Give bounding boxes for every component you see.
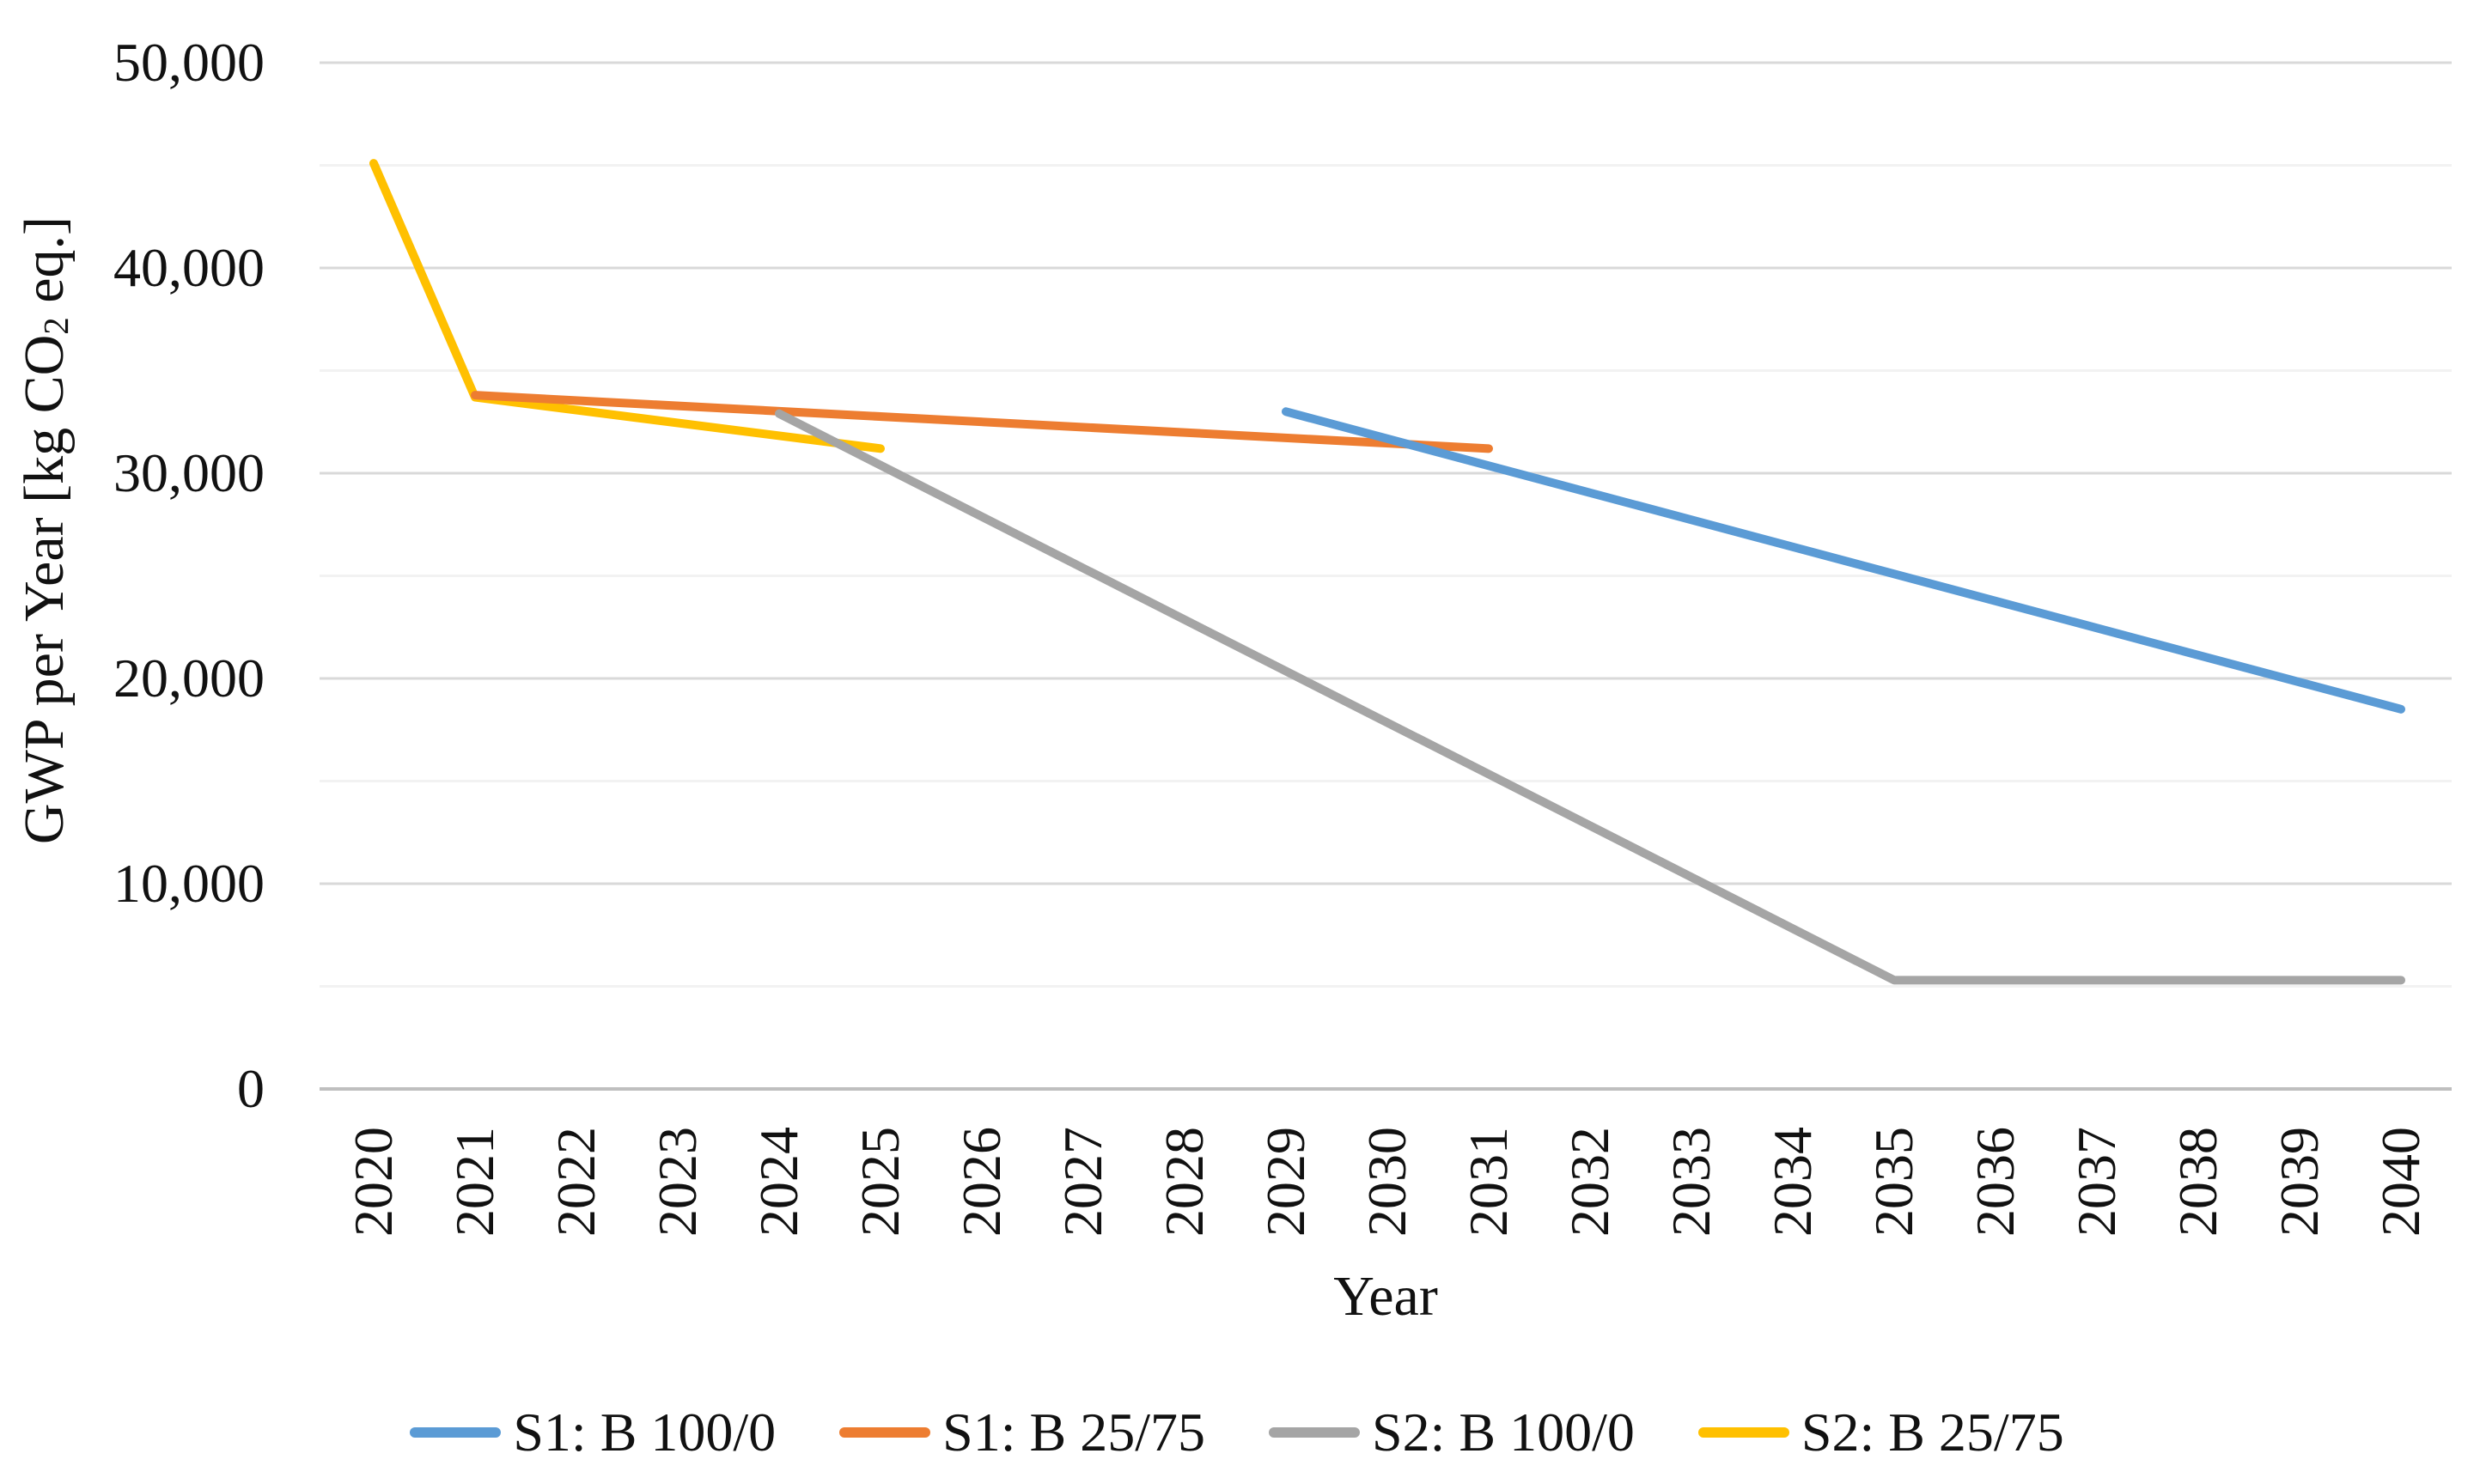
y-axis-title: GWP per Year [kg CO2 eq.] [9,216,93,844]
x-tick-label-2037: 2037 [2066,1127,2127,1237]
legend: S1: B 100/0 S1: B 25/75 S2: B 100/0 S2: B 2… [0,1398,2474,1467]
y-tick-label-0: 0 [237,1058,265,1119]
series-line-s1-b-25-75 [471,391,1493,453]
y-axis-title-subscript: 2 [37,317,76,335]
y-axis-title-text: GWP per Year [kg CO [13,334,76,845]
x-tick-label-2020: 2020 [343,1127,404,1237]
y-tick-label-50000: 50,000 [113,32,265,93]
series-line-s1-b-100-0 [1282,407,2405,714]
x-tick-label-2034: 2034 [1762,1127,1823,1237]
x-tick-label-2029: 2029 [1255,1127,1316,1237]
x-tick-label-2038: 2038 [2167,1127,2228,1237]
y-axis-title-unit: eq.] [13,216,76,318]
x-tick-label-2035: 2035 [1863,1127,1924,1237]
x-tick-label-2027: 2027 [1052,1127,1113,1237]
legend-label-s2-b-100-0: S2: B 100/0 [1372,1402,1635,1463]
legend-swatch-s1-b-25-75 [839,1427,931,1438]
x-tick-label-2031: 2031 [1458,1127,1519,1237]
y-tick-label-30000: 30,000 [113,442,265,503]
legend-label-s1-b-100-0: S1: B 100/0 [513,1402,777,1463]
x-tick-label-2023: 2023 [647,1127,708,1237]
legend-item-s1-b-100-0: S1: B 100/0 [410,1398,776,1467]
legend-swatch-s2-b-25-75 [1697,1427,1789,1438]
x-tick-label-2036: 2036 [1965,1127,2026,1237]
y-tick-label-10000: 10,000 [113,853,265,914]
legend-item-s2-b-25-75: S2: B 25/75 [1697,1398,2064,1467]
x-tick-label-2021: 2021 [444,1127,505,1237]
x-tick-label-2030: 2030 [1356,1127,1417,1237]
legend-item-s2-b-100-0: S2: B 100/0 [1269,1398,1635,1467]
x-axis-title: Year [1333,1265,1438,1328]
x-tick-label-2024: 2024 [748,1127,809,1237]
x-tick-label-2026: 2026 [951,1127,1012,1237]
x-tick-label-2025: 2025 [850,1127,911,1237]
legend-item-s1-b-25-75: S1: B 25/75 [839,1398,1205,1467]
legend-label-s1-b-25-75: S1: B 25/75 [942,1402,1205,1463]
x-tick-label-2022: 2022 [545,1127,606,1237]
y-tick-label-20000: 20,000 [113,648,265,709]
x-tick-label-2033: 2033 [1661,1127,1721,1237]
x-tick-label-2040: 2040 [2370,1127,2431,1237]
x-tick-label-2032: 2032 [1559,1127,1620,1237]
legend-swatch-s2-b-100-0 [1269,1427,1360,1438]
series-line-s2-b-100-0 [775,409,2405,985]
legend-label-s2-b-25-75: S2: B 25/75 [1801,1402,2064,1463]
y-tick-label-40000: 40,000 [113,237,265,298]
x-tick-label-2028: 2028 [1154,1127,1215,1237]
x-tick-label-2039: 2039 [2269,1127,2330,1237]
legend-swatch-s1-b-100-0 [410,1427,502,1438]
